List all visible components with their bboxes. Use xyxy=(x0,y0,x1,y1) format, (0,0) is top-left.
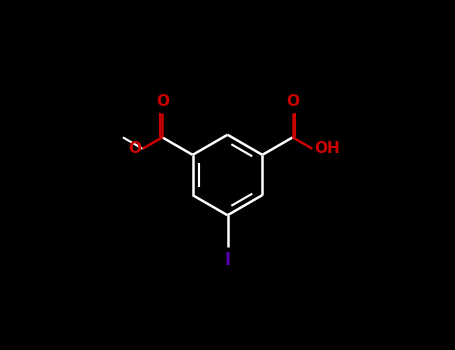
Text: I: I xyxy=(224,251,231,269)
Text: O: O xyxy=(286,94,299,108)
Text: O: O xyxy=(128,141,141,156)
Text: OH: OH xyxy=(314,141,340,156)
Text: O: O xyxy=(156,94,169,108)
